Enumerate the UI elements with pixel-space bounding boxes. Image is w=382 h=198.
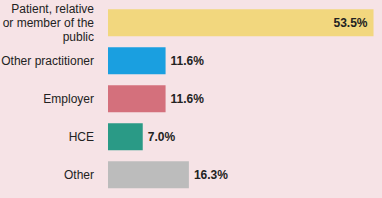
- svg-text:Patient, relativeor member of: Patient, relativeor member of thepublic: [8, 2, 94, 44]
- svg-text:Other practitioner: Other practitioner: [8, 54, 94, 68]
- svg-text:Other: Other: [64, 168, 94, 182]
- svg-text:11.6%: 11.6%: [171, 54, 205, 68]
- svg-text:7.0%: 7.0%: [148, 130, 176, 144]
- svg-text:HCE: HCE: [69, 130, 94, 144]
- svg-text:16.3%: 16.3%: [194, 168, 228, 182]
- svg-text:11.6%: 11.6%: [171, 92, 205, 106]
- svg-text:53.5%: 53.5%: [333, 16, 367, 30]
- svg-text:Employer: Employer: [43, 92, 94, 106]
